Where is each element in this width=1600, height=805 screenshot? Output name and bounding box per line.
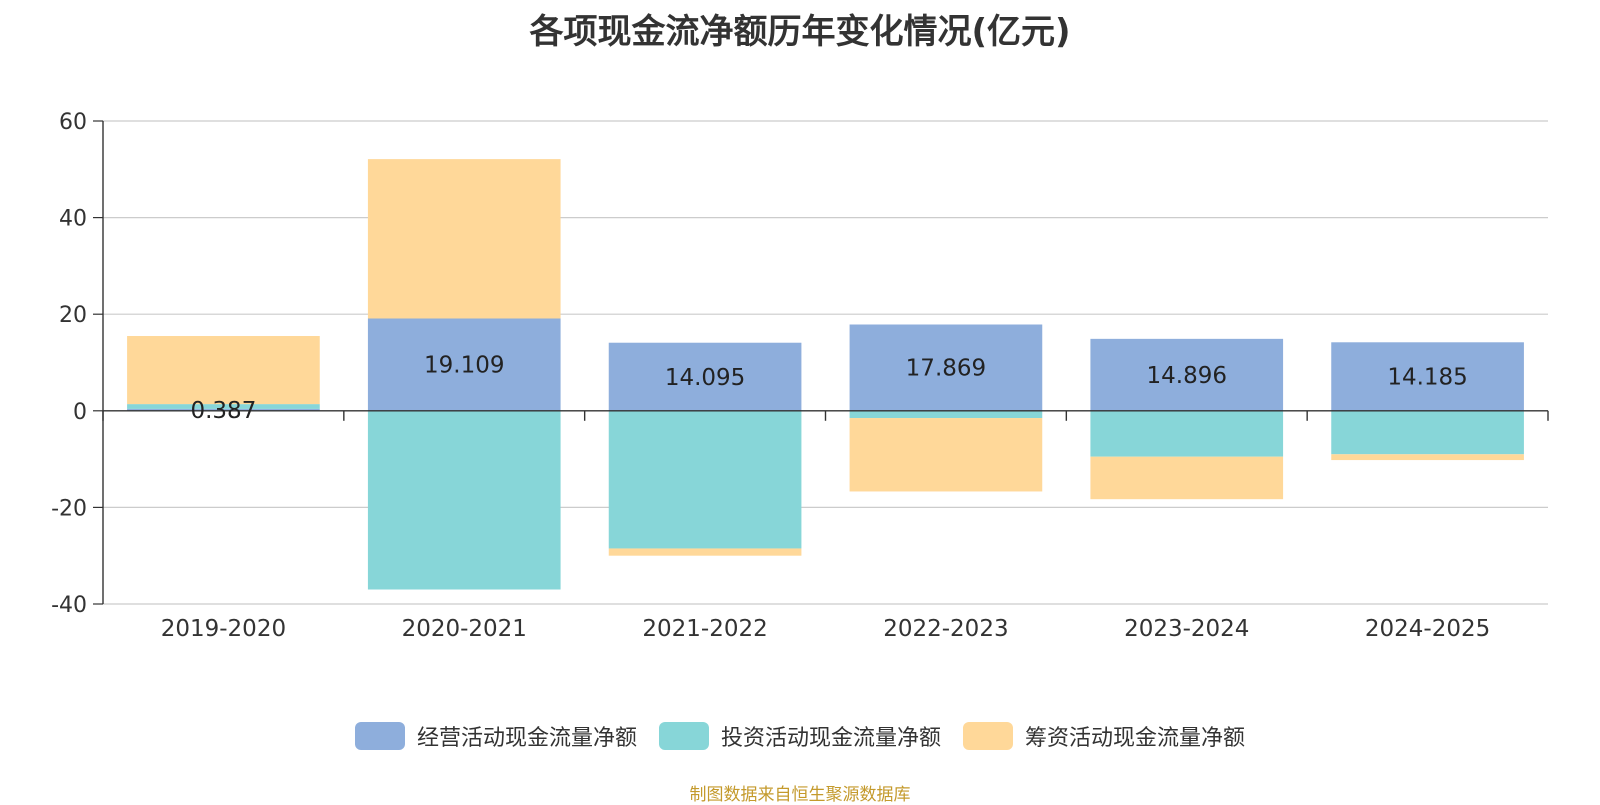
y-tick-label: 20: [59, 303, 87, 328]
bar-investing-2019-2020: [127, 404, 320, 409]
bar-financing-2023-2024: [1090, 456, 1284, 500]
legend-item-investing[interactable]: 投资活动现金流量净额: [658, 720, 941, 752]
data-label: 17.869: [906, 356, 986, 382]
data-label: 14.896: [1147, 363, 1227, 389]
x-tick-label: 2024-2025: [1365, 616, 1490, 642]
legend-label-operating: 经营活动现金流量净额: [416, 726, 637, 751]
bar-operating-2023-2024: [1090, 338, 1284, 411]
bar-financing-2024-2025: [1331, 454, 1524, 461]
y-tick-label: 0: [73, 400, 87, 425]
x-tick-label: 2022-2023: [883, 616, 1008, 642]
x-tick-label: 2019-2020: [161, 616, 286, 642]
y-tick-label: -20: [51, 496, 87, 521]
bar-operating-2022-2023: [849, 324, 1043, 411]
bar-investing-2024-2025: [1331, 410, 1524, 455]
bar-operating-2019-2020: [127, 408, 320, 411]
source-note: 制图数据来自恒生聚源数据库: [689, 785, 911, 805]
chart-title: 各项现金流净额历年变化情况(亿元): [529, 12, 1071, 52]
bar-investing-2021-2022: [608, 410, 802, 549]
bar-investing-2022-2023: [849, 410, 1043, 419]
bar-financing-2019-2020: [127, 335, 320, 405]
legend-item-operating[interactable]: 经营活动现金流量净额: [354, 720, 637, 752]
legend-item-financing[interactable]: 筹资活动现金流量净额: [963, 720, 1245, 752]
y-tick-label: 40: [59, 207, 87, 232]
legend-swatch-investing: [658, 722, 709, 750]
data-label: 19.109: [424, 353, 504, 379]
bar-financing-2021-2022: [608, 548, 802, 556]
legend: 经营活动现金流量净额 投资活动现金流量净额 筹资活动现金流量净额: [0, 720, 1600, 752]
y-tick-label: -40: [51, 593, 87, 618]
chart-area: 60 40 20 0 -20 -40 2019-2020 2020-2021 2021-2022…: [51, 110, 1549, 642]
x-tick-label: 2021-2022: [642, 616, 767, 642]
y-tick-label: 60: [59, 110, 87, 135]
data-label: 14.185: [1387, 365, 1467, 391]
bar-financing-2020-2021: [367, 159, 561, 319]
data-label: 0.387: [190, 398, 256, 424]
legend-label-investing: 投资活动现金流量净额: [720, 726, 941, 751]
bar-operating-2020-2021: [367, 318, 561, 411]
data-label: 14.095: [665, 365, 745, 391]
legend-swatch-financing: [963, 722, 1013, 750]
x-tick-label: 2020-2021: [402, 616, 527, 642]
bar-investing-2020-2021: [367, 410, 561, 590]
legend-label-financing: 筹资活动现金流量净额: [1025, 726, 1246, 751]
bar-operating-2021-2022: [608, 342, 802, 411]
bar-investing-2023-2024: [1090, 410, 1284, 457]
legend-swatch-operating: [354, 722, 405, 750]
bar-operating-2024-2025: [1331, 342, 1524, 411]
bar-financing-2022-2023: [849, 418, 1043, 492]
x-tick-label: 2023-2024: [1124, 616, 1249, 642]
